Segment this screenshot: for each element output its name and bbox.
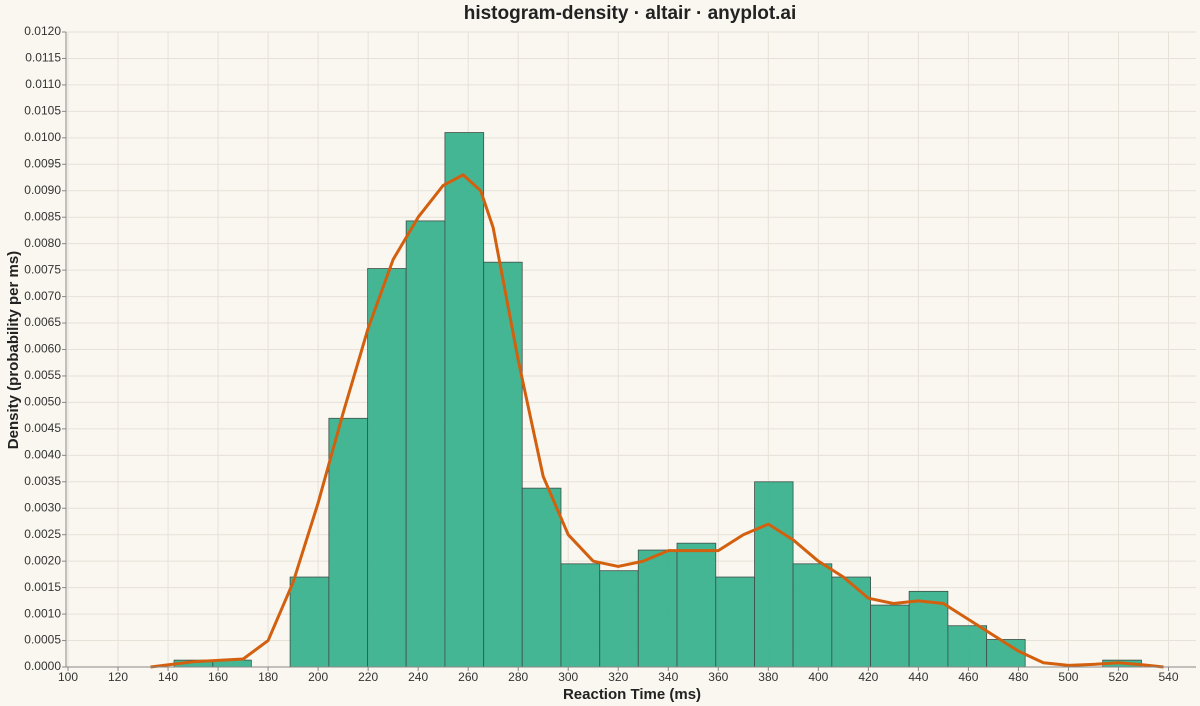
y-tick-label: 0.0045 (24, 421, 61, 435)
x-tick-label: 200 (308, 670, 328, 684)
x-tick-label: 180 (258, 670, 278, 684)
y-tick-label: 0.0110 (25, 77, 61, 91)
y-tick-label: 0.0070 (24, 289, 61, 303)
y-tick-label: 0.0075 (24, 262, 61, 276)
y-tick-label: 0.0015 (24, 580, 61, 594)
x-tick-label: 520 (1108, 670, 1128, 684)
bar (637, 549, 678, 668)
y-tick-label: 0.0040 (24, 448, 61, 462)
bar (367, 268, 407, 668)
x-tick-label: 500 (1058, 670, 1078, 684)
x-tick-label: 360 (708, 670, 728, 684)
y-tick-label: 0.0065 (24, 315, 61, 329)
x-tick-label: 400 (808, 670, 828, 684)
y-tick-label: 0.0050 (24, 395, 61, 409)
x-tick-label: 300 (558, 670, 578, 684)
x-axis-title: Reaction Time (ms) (563, 686, 701, 703)
x-tick-label: 380 (758, 670, 778, 684)
bar (483, 261, 523, 668)
x-tick-label: 240 (408, 670, 428, 684)
bar (289, 576, 330, 668)
x-tick-label: 420 (858, 670, 878, 684)
y-tick-label: 0.0020 (24, 553, 61, 567)
bar (405, 220, 446, 668)
x-tick-label: 220 (358, 670, 378, 684)
bar (599, 570, 639, 668)
y-tick-label: 0.0095 (24, 156, 61, 170)
y-tick-label: 0.0090 (24, 183, 61, 197)
x-tick-label: 260 (458, 670, 478, 684)
x-tick-label: 320 (608, 670, 628, 684)
y-axis-title: Density (probability per ms) (5, 251, 22, 449)
x-tick-label: 440 (908, 670, 928, 684)
density-line (150, 173, 1164, 669)
x-tick-label: 480 (1008, 670, 1028, 684)
y-tick-label: 0.0120 (24, 24, 61, 38)
bar (792, 563, 833, 668)
bar (521, 487, 562, 668)
y-tick-label: 0.0105 (24, 104, 61, 118)
chart-title: histogram-density · altair · anyplot.ai (464, 3, 797, 24)
x-tick-label: 160 (208, 670, 228, 684)
x-tick-label: 120 (108, 670, 128, 684)
bar (947, 625, 988, 668)
y-tick-label: 0.0080 (24, 236, 61, 250)
y-tick-label: 0.0115 (25, 51, 61, 65)
bar (560, 563, 601, 668)
bar (444, 132, 485, 668)
bar (831, 576, 872, 668)
y-tick-label: 0.0055 (24, 368, 61, 382)
x-tick-label: 460 (958, 670, 978, 684)
bar (676, 542, 717, 668)
x-tick-label: 140 (158, 670, 178, 684)
bar (328, 417, 369, 668)
y-tick-label: 0.0035 (24, 474, 61, 488)
y-tick-label: 0.0100 (24, 130, 61, 144)
bar (870, 604, 910, 668)
y-tick-label: 0.0025 (24, 527, 61, 541)
x-tick-label: 340 (658, 670, 678, 684)
y-tick-label: 0.0010 (24, 606, 61, 620)
y-tick-label: 0.0060 (24, 342, 61, 356)
y-tick-label: 0.0005 (24, 633, 61, 647)
y-tick-label: 0.0085 (24, 209, 61, 223)
y-tick-label: 0.0030 (24, 500, 61, 514)
y-tick-label: 0.0000 (24, 659, 61, 673)
bar (754, 481, 794, 668)
x-tick-label: 100 (58, 670, 78, 684)
x-tick-label: 540 (1158, 670, 1178, 684)
x-tick-label: 280 (508, 670, 528, 684)
bar (715, 576, 755, 668)
